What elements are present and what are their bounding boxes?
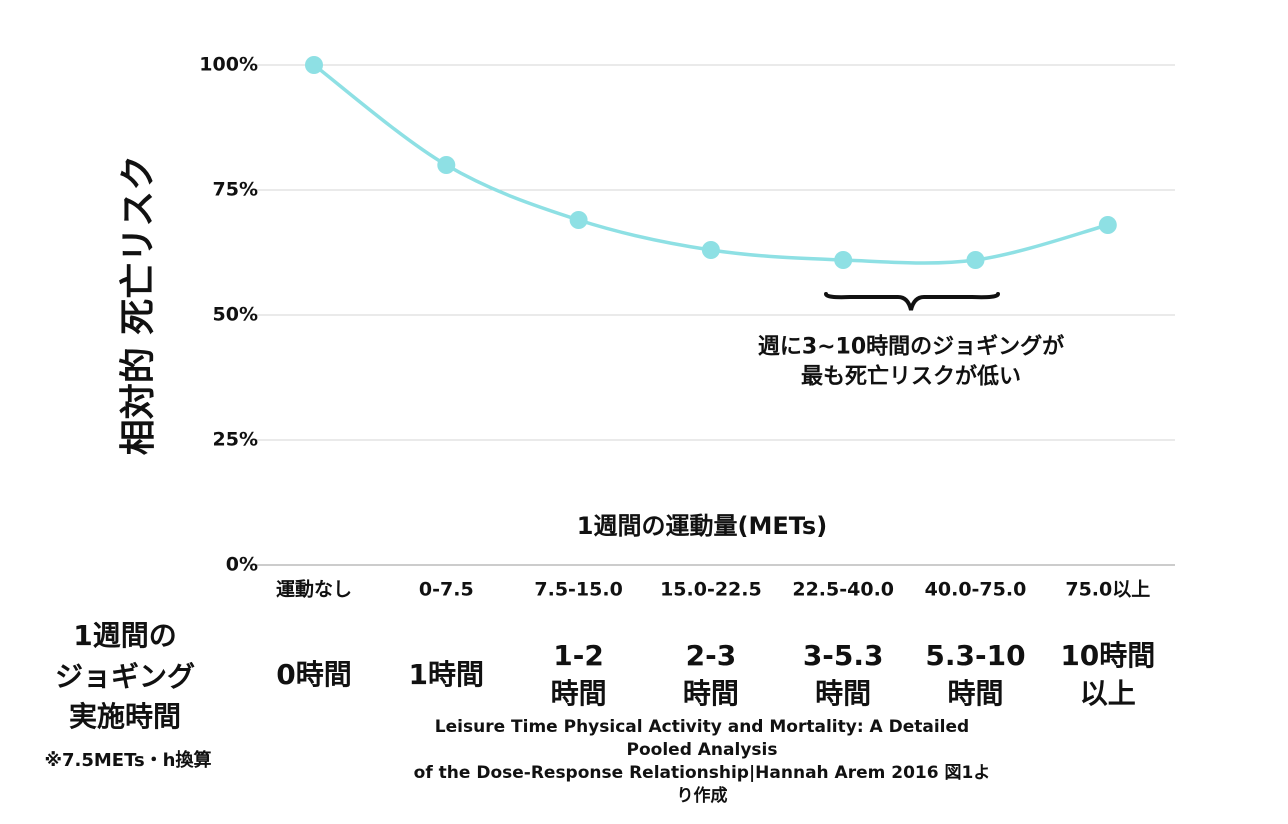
note: ※7.5METs・h換算 [44,749,212,771]
x-axis-label: 1週間の運動量(METs) [577,512,827,540]
y-tick-label: 75% [213,179,258,201]
x-tick-label: 0-7.5 [419,579,474,601]
x-tick-label: 7.5-15.0 [534,579,622,601]
jogging-time: 1-2 時間 [550,639,607,710]
brace [824,292,1000,311]
row-label: 1週間の ジョギング 実施時間 [54,619,196,734]
y-tick-label: 25% [213,429,258,451]
y-tick-label: 0% [226,554,258,576]
jogging-time: 0時間 [276,658,352,692]
y-tick-label: 50% [213,304,258,326]
point [305,56,323,74]
jogging-time: 1時間 [408,658,485,692]
x-tick-label: 15.0-22.5 [660,579,762,601]
x-tick-label: 40.0-75.0 [925,579,1027,601]
jogging-time: 3-5.3 時間 [802,639,884,710]
point [437,156,456,174]
point [966,251,985,269]
annotation: 週に3~10時間のジョギングが 最も死亡リスクが低い [757,334,1065,389]
point [1098,216,1117,234]
source: Leisure Time Physical Activity and Morta… [413,717,991,806]
y-axis-label: 相対的 死亡リスク [118,155,159,456]
x-tick-label: 75.0以上 [1065,579,1150,601]
point [569,211,588,229]
x-tick-label: 運動なし [276,579,352,601]
point [701,241,720,259]
line [312,63,1109,265]
jogging-time: 5.3-10 時間 [925,639,1026,710]
jogging-time: 10時間 以上 [1060,639,1156,710]
point [834,251,853,269]
y-tick-label: 100% [199,54,258,76]
jogging-time: 2-3 時間 [682,639,739,710]
x-tick-label: 22.5-40.0 [792,579,894,601]
